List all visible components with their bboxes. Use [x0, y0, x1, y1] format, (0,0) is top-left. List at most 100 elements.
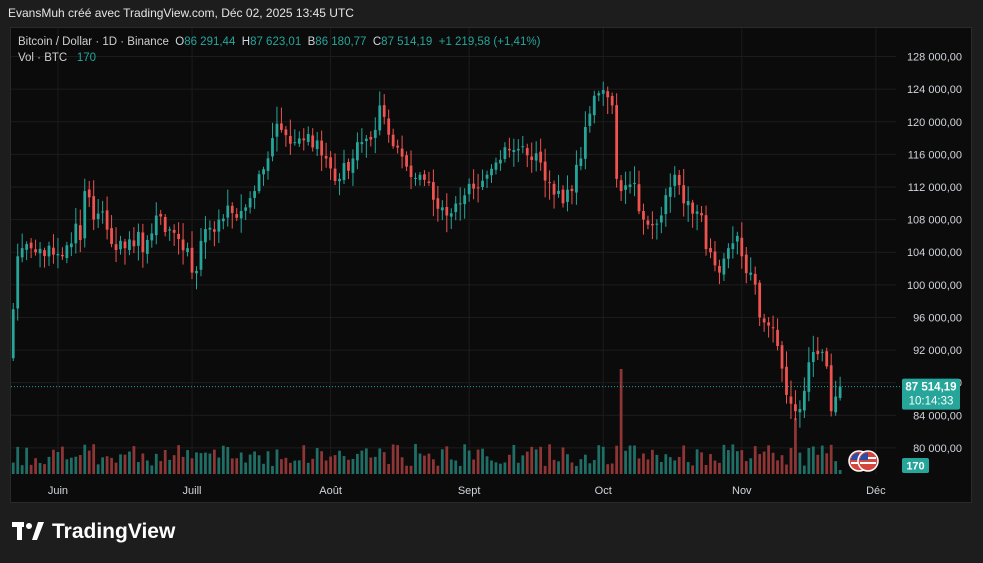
candle-body [534, 153, 538, 161]
current-price-tag: 87 514,19 10:14:33 [902, 378, 960, 410]
volume-bar [195, 452, 198, 474]
volume-bar [651, 449, 654, 474]
volume-bar [137, 462, 140, 474]
candle-body [762, 318, 766, 323]
volume-bar [762, 451, 766, 474]
y-tick-label: 80 000,00 [913, 443, 962, 455]
volume-bar [186, 450, 189, 474]
candle-body [463, 195, 467, 205]
volume-bar [463, 444, 467, 474]
candle-body [798, 408, 802, 413]
candle-body [454, 203, 458, 213]
volume-bar [713, 460, 717, 474]
volume-bar [785, 464, 788, 474]
candle-body [722, 258, 726, 275]
volume-bar [481, 448, 484, 474]
candle-body [230, 205, 234, 214]
candle-body [302, 138, 306, 141]
economic-event-icon[interactable] [857, 450, 879, 472]
volume-bar [816, 454, 820, 474]
candles [11, 81, 842, 428]
candle-body [154, 215, 158, 236]
candle-body [34, 249, 37, 253]
high-key: H [241, 36, 251, 48]
volume-bar [333, 455, 337, 474]
time-axis[interactable]: Juin Juill Août Sept Oct Nov Déc [48, 485, 886, 497]
volume-bar [293, 460, 297, 474]
volume-tag: 170 [902, 458, 929, 473]
x-tick-label: Déc [866, 485, 886, 497]
candle-body [838, 386, 842, 398]
candle-body [664, 195, 668, 215]
volume-bar [530, 446, 534, 474]
volume-bar [369, 457, 373, 474]
volume-bar [65, 459, 69, 474]
candle-body [333, 168, 337, 181]
candle-body [195, 270, 198, 274]
candle-body [163, 216, 167, 233]
volume-bar [552, 459, 556, 474]
current-price-value: 87 514,19 [905, 382, 956, 394]
high-value: 87 623,01 [250, 36, 302, 48]
tradingview-logo[interactable]: TradingView [12, 520, 175, 544]
candle-body [168, 229, 172, 231]
volume-bar [342, 456, 346, 474]
volume-bar [204, 452, 207, 474]
candle-body [436, 198, 440, 209]
volume-bar [534, 449, 538, 474]
candle-body [548, 182, 551, 184]
volume-tag-background [902, 458, 929, 473]
volume-bar [400, 457, 404, 474]
candle-body [311, 135, 315, 148]
candle-body [199, 240, 203, 270]
volume-bar [727, 450, 730, 474]
volume-bar [659, 461, 663, 474]
candle-body [11, 309, 15, 359]
volume-bar [382, 452, 386, 474]
y-tick-label: 120 000,00 [907, 117, 962, 129]
candle-body [659, 215, 663, 223]
candle-body [204, 229, 207, 243]
volume-bar [539, 446, 543, 474]
volume-bar [418, 453, 422, 474]
volume-bar [43, 464, 46, 474]
volume-bar [150, 465, 154, 474]
volume-bar [557, 461, 560, 474]
volume-bar [338, 450, 341, 474]
candle-body [414, 177, 417, 180]
volume-bar [771, 452, 775, 474]
candle-body [794, 404, 797, 412]
x-tick-label: Nov [732, 485, 752, 497]
volume-bar [119, 454, 122, 474]
candle-body [753, 273, 757, 285]
volume-bar [302, 445, 306, 474]
candle-body [396, 145, 400, 148]
volume-bar [69, 457, 73, 474]
volume-bar [423, 455, 426, 474]
candle-body [718, 265, 721, 273]
volume-bar [758, 454, 762, 474]
candle-body [516, 148, 520, 151]
candle-body [543, 161, 547, 181]
candle-body [61, 254, 64, 257]
candle-body [329, 157, 332, 169]
volume-bar [467, 450, 471, 474]
tradingview-brand-text: TradingView [52, 520, 176, 543]
volume-bar [47, 456, 51, 474]
candle-body [637, 184, 641, 212]
candle-body [686, 200, 690, 206]
candle-body [507, 148, 511, 151]
volume-bar [74, 456, 78, 474]
volume-bar [780, 455, 784, 474]
candle-body [110, 228, 113, 245]
candle-body [369, 136, 373, 140]
candle-body [132, 240, 136, 247]
candle-body [78, 225, 82, 240]
volume-bar [525, 451, 529, 474]
volume-bar [78, 455, 82, 474]
volume-bar [275, 449, 279, 474]
candle-body [655, 223, 659, 225]
